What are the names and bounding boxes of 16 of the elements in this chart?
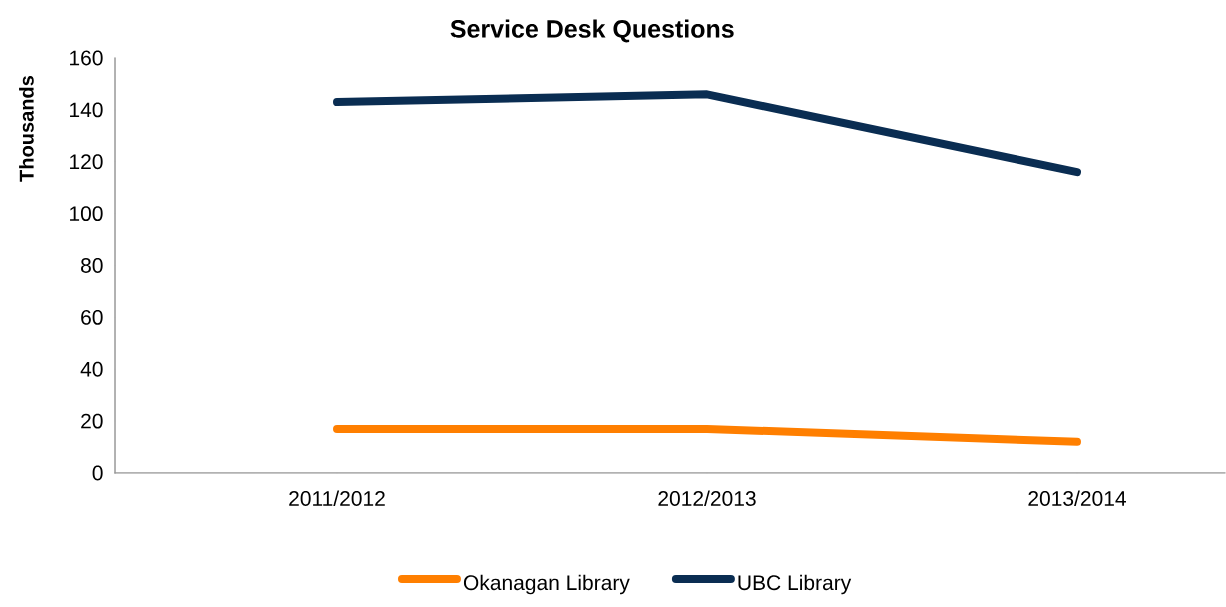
x-tick-label: 2011/2012 (289, 490, 385, 506)
y-tick-label: 0 (92, 465, 103, 481)
y-tick-label: 100 (70, 206, 103, 222)
y-tick-label: 40 (80, 361, 103, 377)
legend-label: UBC Library (738, 574, 852, 595)
y-tick-label: 20 (81, 413, 103, 429)
legend-label: Okanagan Library (463, 574, 630, 595)
x-tick-label: 2012/2013 (658, 490, 756, 506)
y-tick-label: 140 (70, 102, 103, 118)
y-tick-label: 120 (70, 154, 103, 170)
y-tick-label: 80 (81, 258, 103, 273)
y-tick-label: 160 (70, 50, 103, 66)
y-axis-title: Thousands (19, 76, 34, 182)
y-tick-label: 60 (81, 309, 103, 325)
x-tick-label: 2013/2014 (1028, 490, 1126, 506)
chart-title: Service Desk Questions (450, 19, 734, 43)
